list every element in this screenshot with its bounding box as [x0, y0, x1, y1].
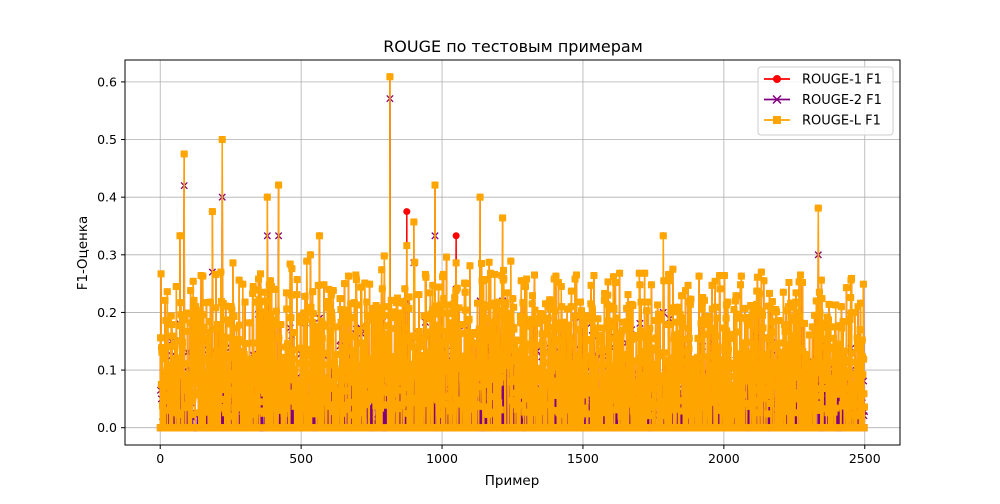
data-point: [453, 232, 460, 239]
data-point: [403, 208, 410, 215]
chart-title: ROUGE по тестовым примерам: [383, 37, 643, 56]
